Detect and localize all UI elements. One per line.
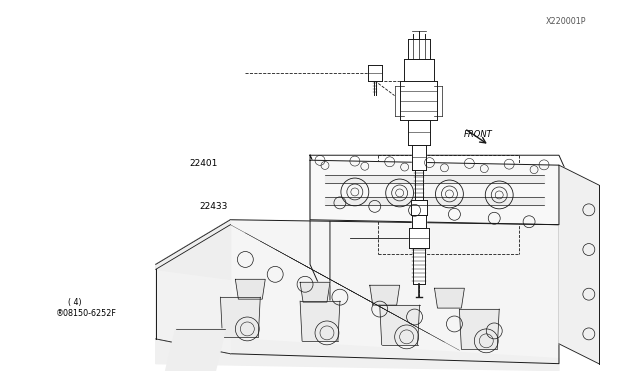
- Polygon shape: [156, 220, 230, 279]
- Polygon shape: [300, 301, 340, 341]
- Polygon shape: [156, 225, 230, 354]
- Polygon shape: [408, 39, 429, 59]
- Text: FRONT: FRONT: [463, 130, 492, 139]
- Polygon shape: [325, 175, 544, 183]
- Polygon shape: [412, 215, 426, 228]
- Polygon shape: [408, 121, 429, 145]
- Polygon shape: [395, 86, 404, 116]
- Polygon shape: [236, 279, 265, 299]
- Polygon shape: [411, 200, 426, 215]
- Polygon shape: [412, 145, 426, 170]
- Polygon shape: [156, 220, 230, 354]
- Polygon shape: [399, 81, 438, 121]
- Polygon shape: [310, 160, 559, 225]
- Polygon shape: [300, 282, 330, 302]
- Polygon shape: [460, 309, 499, 349]
- Polygon shape: [415, 170, 422, 200]
- Text: ( 4): ( 4): [68, 298, 82, 307]
- Polygon shape: [325, 197, 544, 205]
- Polygon shape: [156, 334, 559, 371]
- Polygon shape: [230, 220, 559, 364]
- Polygon shape: [408, 228, 429, 247]
- Polygon shape: [220, 297, 260, 337]
- Polygon shape: [166, 329, 225, 371]
- Polygon shape: [310, 155, 579, 200]
- Polygon shape: [559, 165, 599, 364]
- Polygon shape: [310, 155, 330, 309]
- Polygon shape: [370, 285, 399, 305]
- Polygon shape: [380, 305, 420, 345]
- Polygon shape: [413, 247, 424, 284]
- Polygon shape: [368, 65, 381, 81]
- Polygon shape: [435, 288, 465, 308]
- Polygon shape: [433, 86, 442, 116]
- Polygon shape: [404, 59, 433, 81]
- Text: 22433: 22433: [199, 202, 227, 211]
- Text: X220001P: X220001P: [546, 17, 587, 26]
- Text: 22401: 22401: [189, 159, 218, 169]
- Text: ®08150-6252F: ®08150-6252F: [56, 309, 116, 318]
